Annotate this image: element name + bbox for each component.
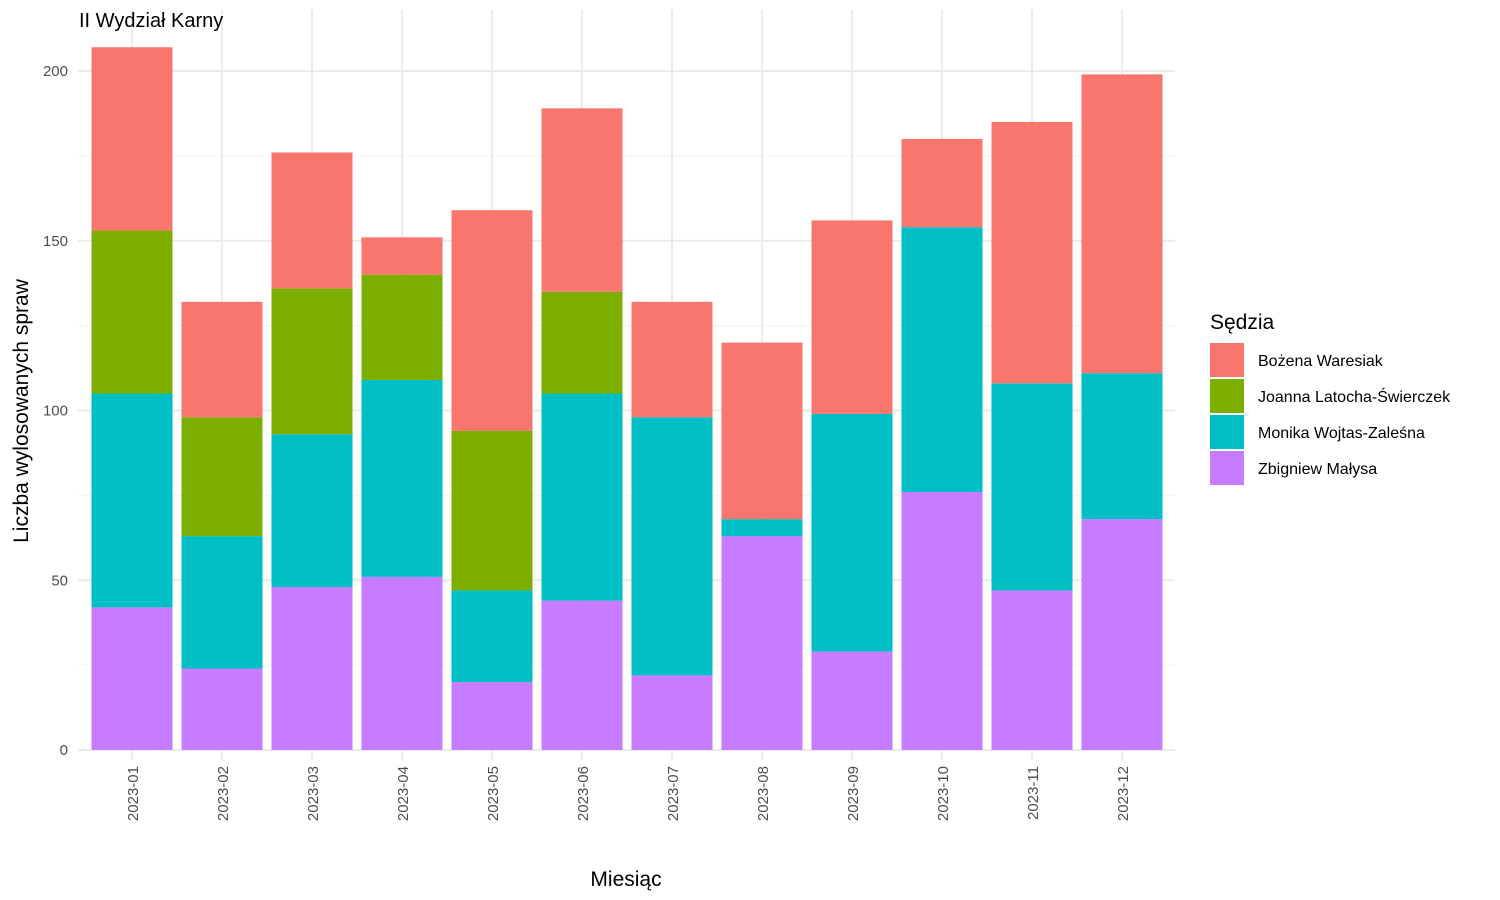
- bar-segment-2023-04-bo-ena-waresiak: [361, 237, 443, 275]
- bar-segment-2023-09-monika-wojtas-zale-na: [811, 413, 893, 652]
- bar-segment-2023-06-joanna-latocha-wierczek: [541, 291, 623, 394]
- x-tick-label: 2023-04: [395, 766, 412, 821]
- bar-segment-2023-11-zbigniew-ma-ysa: [991, 590, 1073, 750]
- bar-segment-2023-11-monika-wojtas-zale-na: [991, 383, 1073, 591]
- bar-segment-2023-07-bo-ena-waresiak: [631, 301, 713, 418]
- bar-segment-2023-02-bo-ena-waresiak: [181, 301, 263, 418]
- bar-segment-2023-06-bo-ena-waresiak: [541, 108, 623, 292]
- x-tick-label: 2023-12: [1115, 766, 1132, 821]
- x-tick-label: 2023-09: [845, 766, 862, 821]
- y-tick-label: 50: [51, 572, 68, 589]
- bar-segment-2023-06-zbigniew-ma-ysa: [541, 600, 623, 750]
- x-axis-ticks: 2023-01 2023-02 2023-03 2023-04 2023-05 2023-…: [125, 766, 1132, 821]
- y-axis-title: Liczba wylosowanych spraw: [10, 278, 33, 543]
- legend-label: Joanna Latocha-Świerczek: [1258, 387, 1451, 406]
- legend-items: Bożena Waresiak Joanna Latocha-Świerczek M…: [1210, 343, 1451, 485]
- bar-segment-2023-01-zbigniew-ma-ysa: [91, 607, 173, 750]
- x-tick-label: 2023-07: [665, 766, 682, 821]
- bar-segment-2023-12-monika-wojtas-zale-na: [1081, 373, 1163, 520]
- bar-segment-2023-01-joanna-latocha-wierczek: [91, 230, 173, 394]
- x-tick-label: 2023-08: [755, 766, 772, 821]
- bar-segment-2023-05-joanna-latocha-wierczek: [451, 430, 533, 591]
- bar-segment-2023-10-zbigniew-ma-ysa: [901, 491, 983, 750]
- legend-title: Sędzia: [1210, 311, 1275, 334]
- y-axis-ticks: 0 50 100 150 200: [43, 63, 68, 759]
- bar-segment-2023-03-monika-wojtas-zale-na: [271, 434, 353, 588]
- legend-label: Monika Wojtas-Zaleśna: [1258, 425, 1425, 442]
- chart-title: II Wydział Karny: [79, 10, 223, 32]
- bar-segment-2023-06-monika-wojtas-zale-na: [541, 393, 623, 601]
- y-tick-label: 0: [60, 742, 68, 759]
- bar-segment-2023-02-monika-wojtas-zale-na: [181, 536, 263, 669]
- bar-segment-2023-09-zbigniew-ma-ysa: [811, 651, 893, 750]
- x-tick-label: 2023-02: [215, 766, 232, 821]
- bar-segment-2023-10-monika-wojtas-zale-na: [901, 227, 983, 492]
- bar-segment-2023-05-monika-wojtas-zale-na: [451, 590, 533, 683]
- bar-segment-2023-07-zbigniew-ma-ysa: [631, 675, 713, 750]
- y-tick-label: 150: [43, 233, 68, 250]
- bar-segment-2023-05-bo-ena-waresiak: [451, 210, 533, 431]
- x-tick-label: 2023-03: [305, 766, 322, 821]
- bar-segment-2023-08-zbigniew-ma-ysa: [721, 536, 803, 750]
- x-tick-label: 2023-06: [575, 766, 592, 821]
- legend-swatch: [1210, 451, 1244, 485]
- bar-segment-2023-07-monika-wojtas-zale-na: [631, 417, 713, 676]
- bar-segment-2023-03-zbigniew-ma-ysa: [271, 587, 353, 750]
- y-tick-label: 100: [43, 403, 68, 420]
- bar-segment-2023-12-zbigniew-ma-ysa: [1081, 519, 1163, 750]
- x-axis-title: Miesiąc: [590, 868, 661, 891]
- bar-segment-2023-05-zbigniew-ma-ysa: [451, 682, 533, 750]
- bar-segment-2023-03-joanna-latocha-wierczek: [271, 288, 353, 435]
- legend-item: Monika Wojtas-Zaleśna: [1210, 415, 1425, 449]
- x-tick-label: 2023-10: [935, 766, 952, 821]
- bar-segment-2023-12-bo-ena-waresiak: [1081, 74, 1163, 374]
- legend-item: Zbigniew Małysa: [1210, 451, 1377, 485]
- bar-segment-2023-11-bo-ena-waresiak: [991, 121, 1073, 384]
- bar-segment-2023-02-zbigniew-ma-ysa: [181, 668, 263, 750]
- legend-swatch: [1210, 343, 1244, 377]
- bar-segment-2023-04-joanna-latocha-wierczek: [361, 274, 443, 380]
- legend-label: Zbigniew Małysa: [1258, 461, 1377, 478]
- bar-segment-2023-01-monika-wojtas-zale-na: [91, 393, 173, 608]
- legend-swatch: [1210, 415, 1244, 449]
- legend-label: Bożena Waresiak: [1258, 353, 1384, 370]
- bar-segment-2023-04-monika-wojtas-zale-na: [361, 379, 443, 577]
- legend: Sędzia Bożena Waresiak Joanna Latocha-Świ…: [1210, 311, 1451, 485]
- x-tick-label: 2023-05: [485, 766, 502, 821]
- y-tick-label: 200: [43, 63, 68, 80]
- x-tick-label: 2023-01: [125, 766, 142, 821]
- bar-segment-2023-09-bo-ena-waresiak: [811, 220, 893, 414]
- legend-item: Joanna Latocha-Świerczek: [1210, 379, 1451, 413]
- bar-segment-2023-02-joanna-latocha-wierczek: [181, 417, 263, 537]
- bar-segment-2023-10-bo-ena-waresiak: [901, 138, 983, 228]
- bar-segment-2023-01-bo-ena-waresiak: [91, 47, 173, 231]
- bars: [91, 47, 1163, 750]
- x-tick-label: 2023-11: [1025, 766, 1042, 820]
- bar-segment-2023-03-bo-ena-waresiak: [271, 152, 353, 289]
- bar-segment-2023-08-bo-ena-waresiak: [721, 342, 803, 520]
- bar-segment-2023-08-monika-wojtas-zale-na: [721, 519, 803, 537]
- legend-item: Bożena Waresiak: [1210, 343, 1384, 377]
- legend-swatch: [1210, 379, 1244, 413]
- bar-segment-2023-04-zbigniew-ma-ysa: [361, 576, 443, 750]
